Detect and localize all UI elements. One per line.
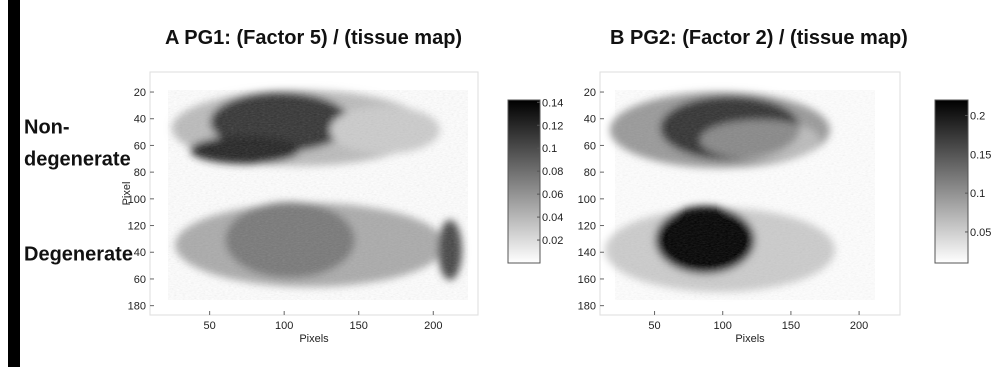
x-tick-label: 150 [782, 320, 800, 332]
y-tick-label: 140 [578, 247, 596, 259]
axes-box [149, 71, 479, 316]
y-tick-label: 60 [134, 140, 146, 152]
colorbar [507, 99, 541, 264]
y-tick-label: 160 [578, 274, 596, 286]
x-tick-label: 100 [275, 320, 293, 332]
row-label: Non- [24, 116, 70, 138]
y-tick-label: 20 [134, 87, 146, 99]
panel-title: B PG2: (Factor 2) / (tissue map) [610, 27, 908, 49]
colorbar-tick-label: 0.1 [970, 188, 985, 200]
colorbar-tick-label: 0.08 [542, 166, 563, 178]
row-label: degenerate [24, 148, 131, 170]
y-tick-label: 180 [578, 301, 596, 313]
y-tick-label: 100 [128, 194, 146, 206]
colorbar-tick-label: 0.04 [542, 212, 563, 224]
x-axis-label: Pixels [299, 333, 329, 345]
y-tick-label: 40 [134, 114, 146, 126]
x-tick-label: 200 [424, 320, 442, 332]
y-tick-label: 20 [584, 87, 596, 99]
colorbar-tick-label: 0.14 [542, 97, 563, 109]
y-tick-label: 180 [128, 301, 146, 313]
panel-title: A PG1: (Factor 5) / (tissue map) [165, 27, 462, 49]
row-label: Degenerate [24, 243, 133, 265]
row-labels: Non-degenerate Degenerate [24, 116, 133, 265]
y-tick-label: 120 [578, 221, 596, 233]
x-axis-label: Pixels [735, 333, 765, 345]
y-axis-label: Pixel [121, 182, 133, 206]
y-tick-label: 60 [584, 140, 596, 152]
colorbar-tick-label: 0.1 [542, 143, 557, 155]
tissue-image-b [605, 90, 875, 300]
x-tick-label: 50 [204, 320, 216, 332]
tissue-image-a [168, 90, 468, 300]
colorbar-tick-label: 0.15 [970, 149, 991, 161]
side-bar [8, 0, 20, 367]
axes-box [599, 71, 901, 316]
colorbar-tick-label: 0.2 [970, 111, 985, 123]
x-tick-label: 200 [850, 320, 868, 332]
y-tick-label: 100 [578, 194, 596, 206]
y-tick-label: 80 [584, 167, 596, 179]
x-tick-label: 150 [350, 320, 368, 332]
y-tick-label: 60 [134, 274, 146, 286]
colorbar-tick-label: 0.02 [542, 235, 563, 247]
colorbar [934, 99, 969, 264]
x-tick-label: 50 [648, 320, 660, 332]
colorbar-tick-label: 0.12 [542, 120, 563, 132]
y-tick-label: 40 [584, 114, 596, 126]
y-tick-label: 120 [128, 221, 146, 233]
y-tick-label: 40 [134, 247, 146, 259]
colorbar-tick-label: 0.06 [542, 189, 563, 201]
y-tick-label: 80 [134, 167, 146, 179]
x-tick-label: 100 [714, 320, 732, 332]
colorbar-tick-label: 0.05 [970, 227, 991, 239]
